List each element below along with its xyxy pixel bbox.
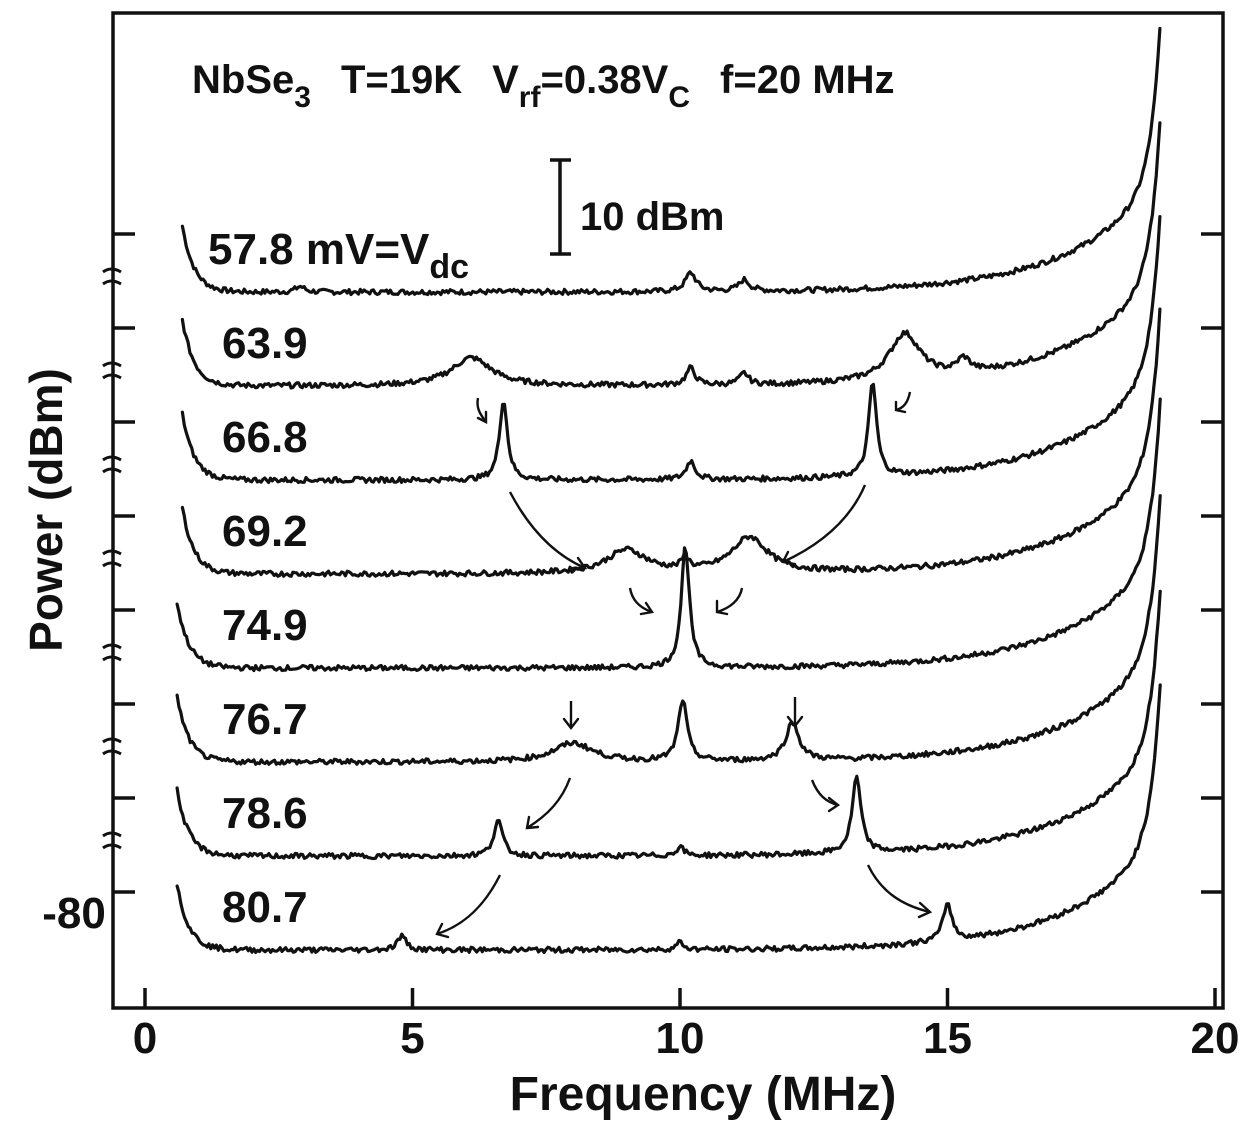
trace-label-57-8: 57.8 mV=Vdc bbox=[208, 225, 469, 286]
title-temperature: T=19K bbox=[341, 58, 462, 102]
trace-80-7 bbox=[175, 683, 1162, 954]
trace-label-76-7: 76.7 bbox=[222, 695, 308, 744]
trace-69-2 bbox=[180, 307, 1162, 578]
trace-78-6 bbox=[175, 589, 1162, 861]
trace-63-9 bbox=[180, 121, 1162, 390]
axis-break-5 bbox=[102, 737, 122, 756]
arrow-639-right bbox=[895, 391, 912, 412]
arrow-668-left bbox=[508, 491, 586, 570]
trace-66-8 bbox=[180, 215, 1162, 485]
trace-label-78-6: 78.6 bbox=[222, 789, 308, 838]
y-axis-label: Power (dBm) bbox=[20, 368, 72, 652]
x-tick-label-10: 10 bbox=[656, 1014, 705, 1063]
spectrum-traces bbox=[175, 26, 1162, 954]
title-vrf-value-sub: C bbox=[668, 81, 690, 114]
trace-76-7 bbox=[175, 494, 1162, 766]
axis-ticks bbox=[102, 232, 1223, 1008]
axis-break-1 bbox=[102, 361, 122, 380]
x-tick-label-0: 0 bbox=[133, 1014, 157, 1063]
trace-label-74-9: 74.9 bbox=[222, 601, 308, 650]
x-tick-label-20: 20 bbox=[1191, 1014, 1240, 1063]
axis-break-4 bbox=[102, 643, 122, 662]
x-tick-label-15: 15 bbox=[923, 1014, 972, 1063]
y-tick-label-minus80: -80 bbox=[42, 889, 106, 938]
arrow-692-right bbox=[716, 587, 744, 614]
arrow-767-left bbox=[526, 777, 572, 830]
trace-label-80-7: 80.7 bbox=[222, 883, 308, 932]
trace-labels: 57.8 mV=Vdc 63.9 66.8 69.2 74.9 76.7 78.6 80.7 bbox=[208, 225, 469, 932]
arrow-786-right bbox=[866, 864, 931, 914]
scale-bar: 10 dBm bbox=[550, 158, 725, 256]
title-vrf: V bbox=[492, 58, 519, 102]
axis-break-6 bbox=[102, 831, 122, 850]
trace-57-8 bbox=[180, 26, 1162, 297]
title-vrf-sub: rf bbox=[519, 81, 542, 114]
x-tick-label-5: 5 bbox=[400, 1014, 424, 1063]
x-tick-labels: 0 5 10 15 20 bbox=[133, 1014, 1240, 1063]
title-sample: NbSe bbox=[192, 58, 294, 102]
chart-title: NbSe3 T=19K Vrf=0.38VC f=20 MHz bbox=[192, 58, 895, 114]
scale-bar-label: 10 dBm bbox=[580, 195, 725, 239]
axis-break-0 bbox=[102, 267, 122, 286]
annotation-arrows bbox=[435, 391, 933, 939]
arrow-668-right bbox=[782, 484, 867, 564]
axis-break-2 bbox=[102, 455, 122, 474]
title-sample-sub: 3 bbox=[294, 81, 311, 114]
arrow-692-left bbox=[628, 587, 653, 614]
arrow-786-left bbox=[436, 874, 502, 936]
x-axis-label: Frequency (MHz) bbox=[510, 1068, 897, 1121]
trace-label-63-9: 63.9 bbox=[222, 319, 308, 368]
trace-label-66-8: 66.8 bbox=[222, 413, 308, 462]
plot-frame bbox=[111, 11, 1225, 1010]
title-vrf-value: =0.38V bbox=[540, 58, 668, 102]
title-frequency: f=20 MHz bbox=[720, 58, 895, 102]
trace-74-9 bbox=[175, 397, 1162, 673]
axis-break-3 bbox=[102, 549, 122, 568]
trace-label-69-2: 69.2 bbox=[222, 507, 308, 556]
